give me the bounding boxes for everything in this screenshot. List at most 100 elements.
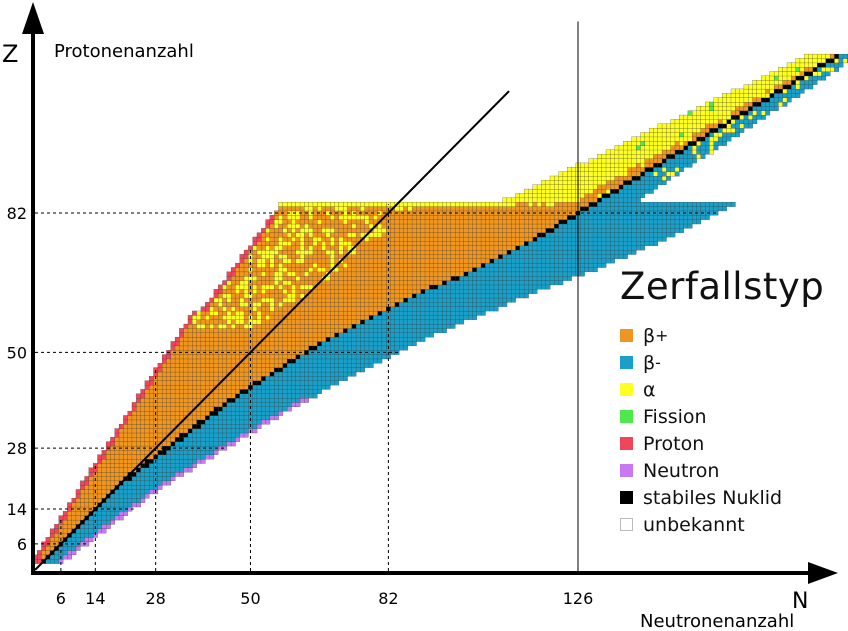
nuclide-cell [506, 262, 512, 268]
nuclide-cell [209, 328, 215, 333]
nuclide-cell [343, 341, 348, 347]
nuclide-cell [584, 215, 590, 220]
nuclide-cell [424, 284, 430, 290]
nuclide-cell [149, 424, 154, 429]
nuclide-cell [653, 132, 659, 138]
nuclide-cell [243, 293, 249, 299]
nuclide-cell [631, 249, 637, 255]
nuclide-cell [127, 415, 133, 421]
nuclide-cell [235, 328, 240, 333]
nuclide-cell [399, 215, 404, 220]
nuclide-cell [709, 127, 715, 133]
nuclide-cell [317, 354, 322, 360]
nuclide-cell [446, 206, 452, 212]
nuclide-cell [636, 149, 641, 155]
nuclide-cell [679, 219, 684, 225]
nuclide-cell [80, 484, 85, 490]
nuclide-cell [717, 106, 723, 111]
nuclide-cell [123, 502, 128, 508]
nuclide-cell [648, 141, 654, 146]
nuclide-cell [429, 323, 434, 329]
nuclide-cell [407, 336, 413, 342]
nuclide-cell [343, 228, 348, 233]
nuclide-cell [256, 236, 262, 242]
nuclide-cell [80, 532, 85, 538]
nuclide-cell [312, 315, 318, 320]
nuclide-cell [567, 215, 572, 220]
nuclide-cell [627, 201, 633, 207]
nuclide-cell [485, 271, 490, 277]
nuclide-cell [200, 450, 206, 455]
legend-swatch [620, 491, 633, 504]
nuclide-cell [304, 332, 309, 338]
nuclide-cell [394, 306, 400, 312]
nuclide-cell [351, 302, 357, 307]
nuclide-cell [140, 432, 146, 438]
nuclide-cell [179, 467, 184, 473]
nuclide-cell [424, 280, 430, 286]
nuclide-cell [450, 219, 456, 225]
nuclide-cell [304, 262, 309, 268]
nuclide-cell [364, 341, 370, 347]
nuclide-cell [209, 454, 215, 460]
nuclide-cell [597, 197, 602, 203]
nuclide-cell [364, 293, 370, 299]
nuclide-cell [390, 262, 396, 268]
nuclide-cell [261, 228, 266, 233]
nuclide-cell [205, 437, 210, 442]
nuclide-cell [437, 280, 443, 286]
nuclide-cell [261, 384, 266, 390]
nuclide-cell [817, 67, 822, 72]
nuclide-cell [502, 219, 508, 225]
nuclide-cell [592, 184, 598, 190]
nuclide-cell [584, 180, 590, 185]
nuclide-cell [222, 363, 228, 368]
nuclide-cell [614, 201, 620, 207]
nuclide-cell [312, 363, 318, 368]
nuclide-cell [243, 280, 249, 286]
nuclide-cell [105, 471, 111, 477]
nuclide-cell [485, 219, 490, 225]
nuclide-cell [355, 284, 361, 290]
nuclide-cell [54, 537, 59, 542]
nuclide-cell [472, 228, 478, 233]
nuclide-cell [200, 454, 206, 460]
nuclide-cell [213, 315, 219, 320]
nuclide-cell [705, 145, 710, 151]
nuclide-cell [123, 415, 128, 421]
nuclide-cell [343, 241, 348, 246]
nuclide-cell [489, 223, 495, 229]
nuclide-cell [179, 450, 184, 455]
nuclide-cell [338, 223, 344, 229]
nuclide-cell [170, 476, 176, 482]
nuclide-cell [364, 245, 370, 251]
nuclide-cell [653, 228, 659, 233]
nuclide-cell [338, 315, 344, 320]
nuclide-cell [623, 228, 628, 233]
nuclide-cell [661, 127, 667, 133]
nuclide-cell [377, 328, 383, 333]
nuclide-cell [442, 228, 447, 233]
nuclide-cell [722, 97, 727, 103]
nuclide-cell [498, 267, 503, 273]
nuclide-cell [407, 276, 413, 281]
nuclide-cell [411, 201, 417, 207]
nuclide-cell [623, 254, 628, 259]
axes [22, 2, 838, 584]
nuclide-cell [558, 232, 564, 238]
nuclide-cell [330, 345, 335, 351]
nuclide-cell [343, 232, 348, 238]
nuclide-cell [243, 345, 249, 351]
nuclide-cell [567, 223, 572, 229]
nuclide-cell [304, 271, 309, 277]
nuclide-cell [554, 201, 559, 207]
nuclide-cell [506, 241, 512, 246]
nuclide-cell [226, 415, 232, 421]
nuclide-cell [424, 236, 430, 242]
nuclide-cell [459, 271, 465, 277]
nuclide-cell [515, 232, 521, 238]
nuclide-cell [627, 219, 633, 225]
nuclide-cell [291, 280, 297, 286]
nuclide-cell [601, 180, 607, 185]
nuclide-cell [511, 280, 516, 286]
